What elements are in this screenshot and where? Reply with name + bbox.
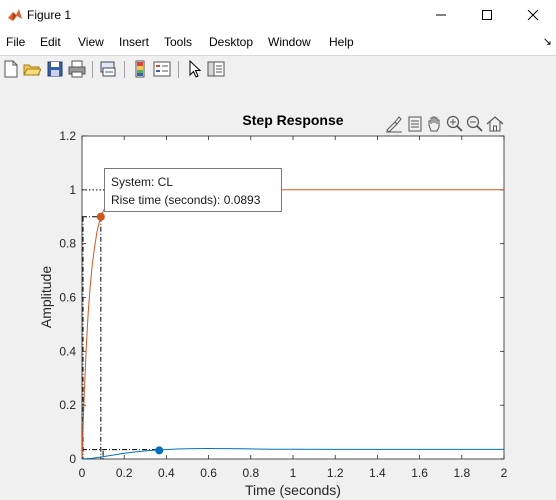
legend-icon[interactable] [153, 60, 171, 78]
figure-toolbar [0, 55, 556, 84]
figure-canvas[interactable]: 0 0.2 0.4 0.6 0.8 1 1.2 1.4 1.6 1.8 2 0 0.2 0.4 0.6 0.8… [0, 83, 556, 500]
x-tick-label: 2 [501, 466, 508, 480]
dock-figure-arrow[interactable]: ↘ [542, 36, 552, 48]
open-file-icon[interactable] [23, 60, 41, 78]
x-axis-label: Time (seconds) [245, 482, 341, 498]
menu-help[interactable]: Help [329, 35, 354, 49]
zoom-out-icon[interactable] [466, 115, 484, 133]
close-button[interactable] [510, 0, 556, 30]
x-tick-label: 0.8 [242, 466, 259, 480]
y-tick-label: 0.8 [59, 237, 76, 251]
x-tick-label: 0.6 [200, 466, 217, 480]
y-tick-label: 0.4 [59, 344, 76, 358]
colorbar-icon[interactable] [131, 60, 149, 78]
menu-view[interactable]: View [78, 35, 104, 49]
x-tick-label: 1.4 [369, 466, 386, 480]
x-tick-label: 1 [290, 466, 297, 480]
menu-insert[interactable]: Insert [119, 35, 150, 49]
pan-icon[interactable] [426, 115, 444, 133]
menu-tools[interactable]: Tools [164, 35, 193, 49]
menu-window[interactable]: Window [268, 35, 311, 49]
datatip-system: System: CL [111, 175, 174, 189]
x-tick-label: 1.6 [411, 466, 428, 480]
series-marker-0 [96, 212, 105, 221]
window-title: Figure 1 [27, 8, 72, 22]
y-axis-label: Amplitude [38, 266, 54, 328]
home-icon[interactable] [486, 115, 504, 133]
y-tick-label: 1 [69, 183, 76, 197]
y-tick-label: 0.6 [59, 291, 76, 305]
menu-bar: File Edit View Insert Tools Desktop Wind… [0, 30, 556, 55]
brush-icon[interactable] [385, 115, 403, 133]
axis-ticks: 0 0.2 0.4 0.6 0.8 1 1.2 1.4 1.6 1.8 2 0 0.2 0.4 0.6 0.8… [59, 129, 507, 480]
datatip-icon[interactable] [406, 115, 424, 133]
x-tick-label: 1.2 [327, 466, 344, 480]
matlab-app-icon [8, 9, 22, 21]
data-tip[interactable]: System: CL Rise time (seconds): 0.0893 [104, 168, 282, 212]
datatip-rise-time: Rise time (seconds): 0.0893 [111, 193, 261, 207]
series-markers [96, 212, 164, 455]
menu-file[interactable]: File [6, 35, 26, 49]
maximize-icon [482, 10, 492, 20]
edit-plot-icon[interactable] [186, 60, 204, 78]
menu-edit[interactable]: Edit [40, 35, 61, 49]
window-titlebar: Figure 1 [0, 0, 556, 30]
series-line-1 [81, 447, 504, 460]
minimize-icon [436, 14, 446, 16]
y-tick-label: 0.2 [59, 398, 76, 412]
chart-title: Step Response [242, 112, 343, 128]
x-tick-label: 1.8 [453, 466, 470, 480]
y-tick-label: 1.2 [59, 129, 76, 143]
save-icon[interactable] [46, 60, 64, 78]
menu-desktop[interactable]: Desktop [209, 35, 254, 49]
property-inspector-icon[interactable] [207, 60, 225, 78]
x-tick-label: 0.2 [116, 466, 133, 480]
maximize-button[interactable] [464, 0, 510, 30]
step-response-plot[interactable]: 0 0.2 0.4 0.6 0.8 1 1.2 1.4 1.6 1.8 2 0 0.2 0.4 0.6 0.8… [0, 83, 556, 500]
series-marker-1 [155, 446, 164, 455]
new-figure-icon[interactable] [2, 60, 20, 78]
link-plot-icon[interactable] [99, 60, 117, 78]
minimize-button[interactable] [418, 0, 464, 30]
x-tick-label: 0 [79, 466, 86, 480]
zoom-in-icon[interactable] [446, 115, 464, 133]
y-tick-label: 0 [69, 452, 76, 466]
x-tick-label: 0.4 [158, 466, 175, 480]
print-icon[interactable] [68, 60, 86, 78]
toolbar-separator [178, 61, 179, 78]
toolbar-separator [124, 61, 125, 78]
close-icon [527, 9, 539, 21]
toolbar-separator [92, 61, 93, 78]
